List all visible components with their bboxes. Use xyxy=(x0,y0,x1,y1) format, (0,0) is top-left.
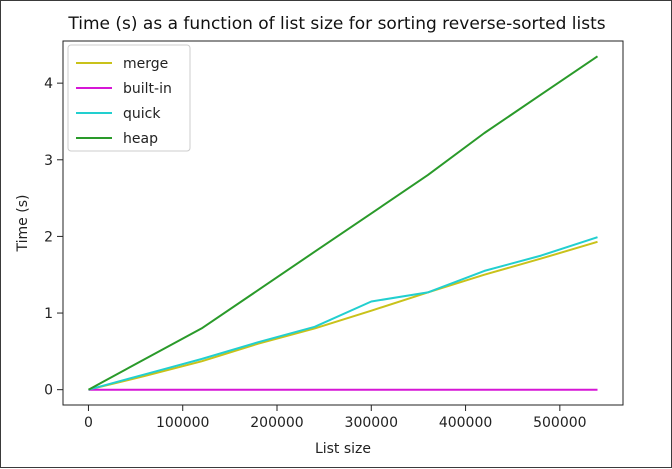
x-tick-label: 300000 xyxy=(345,415,398,431)
y-tick-label: 4 xyxy=(44,76,53,92)
y-axis-label: Time (s) xyxy=(15,195,31,253)
x-tick-label: 100000 xyxy=(156,415,209,431)
legend-label-heap: heap xyxy=(123,131,158,147)
x-tick-label: 500000 xyxy=(533,415,586,431)
legend-label-built-in: built-in xyxy=(123,81,172,97)
series-line-heap xyxy=(88,55,599,391)
x-tick-label: 400000 xyxy=(439,415,492,431)
legend-label-merge: merge xyxy=(123,56,168,72)
x-tick-label: 200000 xyxy=(250,415,303,431)
y-tick-label: 2 xyxy=(44,229,53,245)
legend-label-quick: quick xyxy=(123,106,161,122)
y-tick-label: 1 xyxy=(44,306,53,322)
legend: merge built-in quick heap xyxy=(67,44,191,152)
y-tick-label: 0 xyxy=(44,383,53,399)
x-axis-ticks: 0 100000 200000 300000 400000 500000 xyxy=(84,405,587,431)
series-line-quick xyxy=(88,236,598,391)
x-tick-label: 0 xyxy=(84,415,93,431)
y-tick-label: 3 xyxy=(44,153,53,169)
series-line-merge xyxy=(88,240,598,391)
x-axis-label: List size xyxy=(315,441,371,457)
plot-area xyxy=(62,40,624,406)
chart-title: Time (s) as a function of list size for … xyxy=(67,14,605,34)
legend-box xyxy=(67,44,191,152)
y-axis-ticks: 0 1 2 3 4 xyxy=(44,76,63,399)
series-lines xyxy=(88,55,599,391)
